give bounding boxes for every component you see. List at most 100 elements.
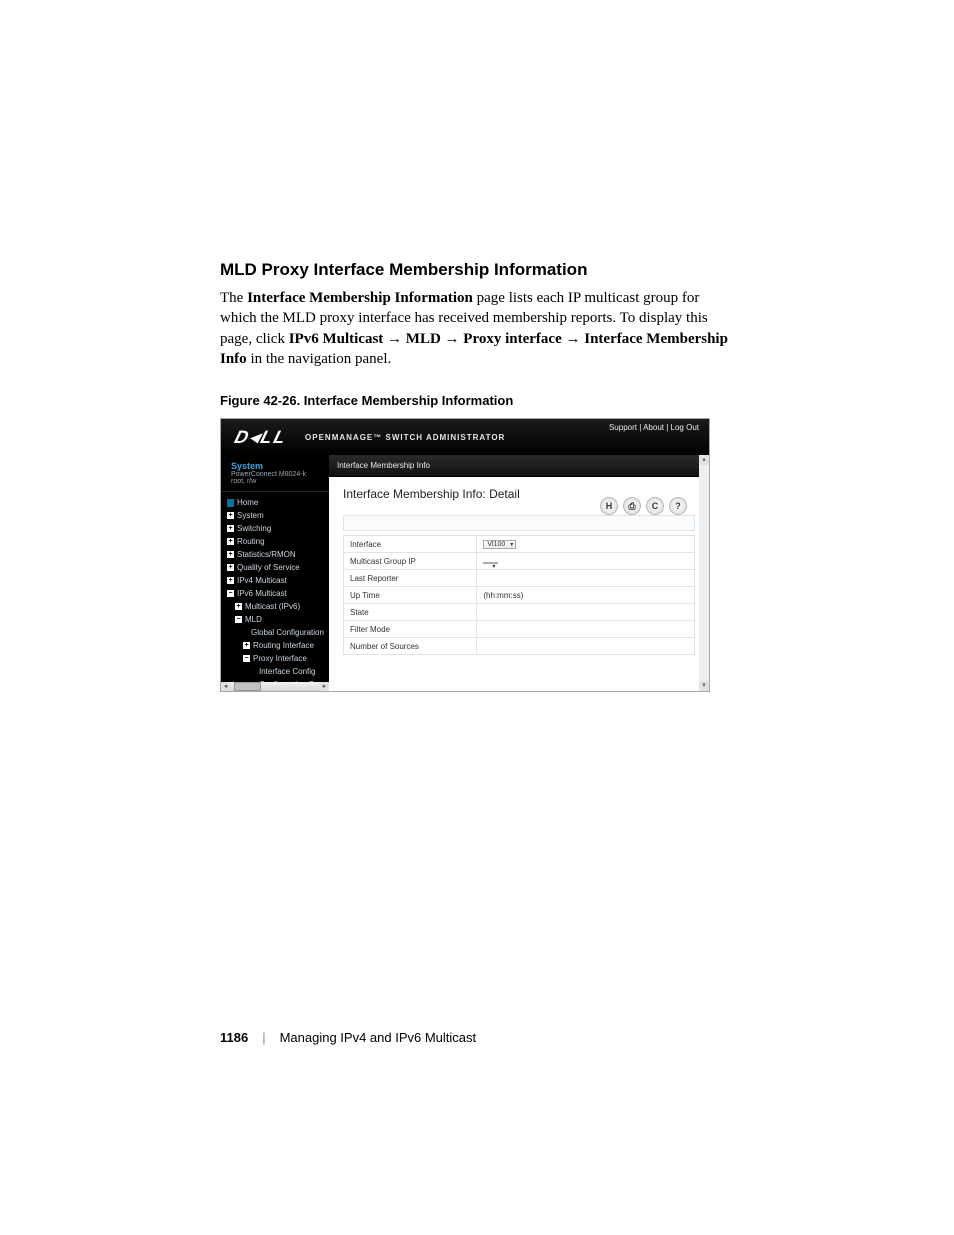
field-value[interactable]: Vl100: [477, 536, 695, 553]
select-box[interactable]: [483, 562, 498, 564]
tree-item-label: Quality of Service: [237, 562, 300, 573]
bold-text: IPv6 Multicast: [289, 331, 384, 347]
field-row: Up Time(hh:mm:ss): [344, 587, 695, 604]
sidebar-horizontal-scrollbar[interactable]: ◂ ▸: [221, 682, 329, 691]
screenshot-frame: D◂LL OPENMANAGE™ SWITCH ADMINISTRATOR Su…: [220, 418, 710, 692]
scroll-left-arrow[interactable]: ◂: [221, 682, 230, 691]
field-label: Interface: [344, 536, 477, 553]
expand-icon[interactable]: +: [227, 551, 234, 558]
print-icon[interactable]: ⎙: [623, 497, 641, 515]
system-label: System: [231, 461, 323, 471]
expand-icon[interactable]: +: [235, 603, 242, 610]
tree-item[interactable]: +IPv4 Multicast: [225, 574, 329, 587]
figure-caption: Figure 42-26. Interface Membership Infor…: [220, 393, 734, 408]
text: in the navigation panel.: [247, 351, 392, 367]
field-label: Multicast Group IP: [344, 553, 477, 570]
arrow: →: [441, 331, 464, 347]
expand-icon[interactable]: +: [227, 577, 234, 584]
field-label: Filter Mode: [344, 621, 477, 638]
page-number: 1186: [220, 1030, 248, 1045]
field-value: [477, 621, 695, 638]
app-title: OPENMANAGE™ SWITCH ADMINISTRATOR: [305, 433, 505, 442]
user-label: root, r/w: [231, 478, 323, 485]
save-icon[interactable]: H: [600, 497, 618, 515]
fields-table: Interface Vl100 Multicast Group IPLast Rep…: [343, 535, 695, 655]
tree-item[interactable]: +Statistics/RMON: [225, 548, 329, 561]
action-icon-bar: H ⎙ C ?: [600, 497, 687, 515]
field-value: [477, 638, 695, 655]
tree-item[interactable]: +Multicast (IPv6): [225, 600, 329, 613]
select-box[interactable]: Vl100: [483, 540, 516, 549]
field-value: [477, 570, 695, 587]
tree-item-label: Global Configuration: [251, 627, 324, 638]
arrow: →: [383, 331, 406, 347]
tree-item-label: Proxy Interface: [253, 653, 307, 664]
bold-text: Interface Membership Information: [247, 290, 473, 306]
scroll-up-arrow[interactable]: ▴: [699, 455, 709, 465]
sidebar-header: System PowerConnect M8024-k root, r/w: [221, 455, 329, 492]
expand-icon[interactable]: +: [227, 525, 234, 532]
footer-divider: |: [262, 1030, 265, 1045]
field-row: Interface Vl100: [344, 536, 695, 553]
tree-item[interactable]: −MLD: [225, 613, 329, 626]
tree-item-label: Home: [237, 497, 258, 508]
tree-item[interactable]: +Quality of Service: [225, 561, 329, 574]
text: The: [220, 290, 247, 306]
nav-tree: Home+System+Switching+Routing+Statistics…: [221, 492, 329, 691]
tree-item[interactable]: Global Configuration: [225, 626, 329, 639]
about-link[interactable]: About: [643, 423, 664, 432]
tree-item[interactable]: +Switching: [225, 522, 329, 535]
tree-item[interactable]: +Routing Interface: [225, 639, 329, 652]
tree-item[interactable]: −Proxy Interface: [225, 652, 329, 665]
tree-item-label: Multicast (IPv6): [245, 601, 300, 612]
tree-item-label: Interface Config: [259, 666, 315, 677]
expand-icon[interactable]: +: [227, 564, 234, 571]
bold-text: Proxy interface: [463, 331, 561, 347]
model-label: PowerConnect M8024-k: [231, 471, 323, 478]
field-value: (hh:mm:ss): [477, 587, 695, 604]
tree-item-label: Switching: [237, 523, 271, 534]
chapter-name: Managing IPv4 and IPv6 Multicast: [280, 1030, 477, 1045]
brand-logo: D◂LL: [221, 427, 287, 448]
logout-link[interactable]: Log Out: [671, 423, 699, 432]
expand-icon[interactable]: +: [227, 512, 234, 519]
home-icon: [227, 499, 234, 507]
expand-icon[interactable]: +: [227, 538, 234, 545]
collapse-icon[interactable]: −: [235, 616, 242, 623]
top-links: Support | About | Log Out: [609, 423, 699, 432]
tree-item-label: System: [237, 510, 264, 521]
tree-item[interactable]: −IPv6 Multicast: [225, 587, 329, 600]
bold-text: MLD: [406, 331, 441, 347]
field-label: State: [344, 604, 477, 621]
scroll-right-arrow[interactable]: ▸: [320, 682, 329, 691]
section-title: MLD Proxy Interface Membership Informati…: [220, 260, 734, 280]
scroll-thumb[interactable]: [234, 682, 261, 691]
scroll-down-arrow[interactable]: ▾: [699, 681, 709, 691]
field-label: Up Time: [344, 587, 477, 604]
field-label: Number of Sources: [344, 638, 477, 655]
app-header: D◂LL OPENMANAGE™ SWITCH ADMINISTRATOR Su…: [221, 419, 709, 455]
page-footer: 1186 | Managing IPv4 and IPv6 Multicast: [220, 1030, 476, 1045]
tree-item[interactable]: +System: [225, 509, 329, 522]
field-row: Multicast Group IP: [344, 553, 695, 570]
tree-item-label: Routing: [237, 536, 265, 547]
tree-item[interactable]: Interface Config: [225, 665, 329, 678]
vertical-scrollbar[interactable]: ▴ ▾: [699, 455, 709, 691]
field-label: Last Reporter: [344, 570, 477, 587]
collapse-icon[interactable]: −: [227, 590, 234, 597]
field-value[interactable]: [477, 553, 695, 570]
body-paragraph: The Interface Membership Information pag…: [220, 288, 734, 369]
field-row: Filter Mode: [344, 621, 695, 638]
tree-item-label: Statistics/RMON: [237, 549, 296, 560]
support-link[interactable]: Support: [609, 423, 637, 432]
expand-icon[interactable]: +: [243, 642, 250, 649]
sidebar: System PowerConnect M8024-k root, r/w Ho…: [221, 455, 329, 691]
main-panel: Interface Membership Info Interface Memb…: [329, 455, 709, 691]
tree-item[interactable]: +Routing: [225, 535, 329, 548]
help-icon[interactable]: ?: [669, 497, 687, 515]
tree-item[interactable]: Home: [225, 496, 329, 509]
breadcrumb: Interface Membership Info: [329, 455, 709, 477]
header-row-spacer: [343, 515, 695, 531]
refresh-icon[interactable]: C: [646, 497, 664, 515]
collapse-icon[interactable]: −: [243, 655, 250, 662]
